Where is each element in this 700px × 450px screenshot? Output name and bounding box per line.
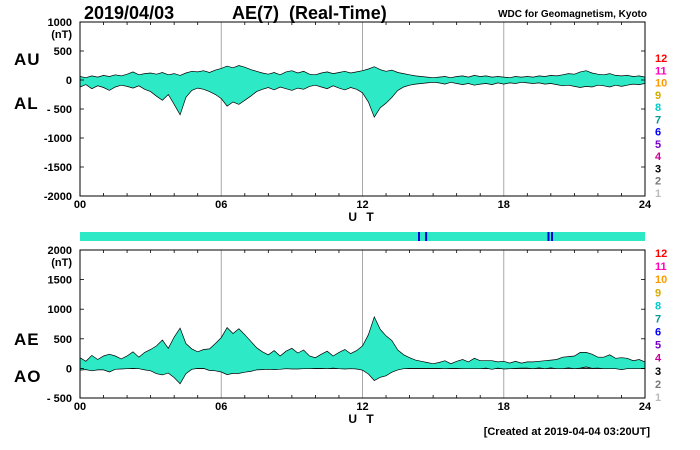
y-tick-label: -1000 — [44, 133, 72, 145]
y-tick-label: 500 — [54, 46, 72, 58]
ae-axis-label: AE — [14, 330, 40, 349]
availability-gap-mark — [551, 232, 553, 241]
trace-ao — [79, 366, 645, 385]
trace-ae — [79, 315, 646, 365]
created-timestamp: [Created at 2019-04-04 03:20UT] — [483, 426, 650, 438]
station-count-5: 5 — [655, 340, 661, 352]
y-tick-label: 1000 — [48, 304, 72, 316]
x-axis-label: U T — [348, 210, 376, 224]
station-count-2: 2 — [655, 379, 661, 391]
station-count-11: 11 — [655, 261, 667, 273]
station-count-9: 9 — [655, 90, 661, 102]
y-tick-label: 1000 — [48, 17, 72, 29]
y-axis-unit: (nT) — [51, 29, 72, 41]
wdc-credit: WDC for Geomagnetism, Kyoto — [498, 9, 647, 20]
trace-al — [79, 81, 646, 118]
ao-axis-label: AO — [14, 367, 42, 386]
station-count-7: 7 — [655, 313, 661, 325]
station-count-4: 4 — [655, 151, 662, 163]
x-tick-label: 24 — [639, 199, 652, 211]
x-tick-label: 06 — [215, 401, 227, 413]
y-tick-label: - 500 — [47, 104, 72, 116]
x-tick-label: 18 — [498, 401, 510, 413]
availability-bar — [80, 232, 645, 241]
station-count-4: 4 — [655, 353, 662, 365]
station-count-2: 2 — [655, 176, 661, 188]
y-tick-label: -1500 — [44, 162, 72, 174]
x-tick-label: 24 — [639, 401, 652, 413]
station-count-3: 3 — [655, 366, 661, 378]
station-count-11: 11 — [655, 65, 667, 77]
availability-gap-mark — [547, 232, 550, 241]
plot-frame — [79, 249, 646, 399]
x-tick-label: 00 — [74, 199, 86, 211]
y-tick-label: 0 — [66, 363, 72, 375]
au-axis-label: AU — [14, 50, 41, 69]
station-count-3: 3 — [655, 163, 661, 175]
station-count-7: 7 — [655, 114, 661, 126]
station-count-6: 6 — [655, 127, 661, 139]
availability-gap-mark — [418, 232, 420, 241]
station-count-6: 6 — [655, 327, 661, 339]
station-count-8: 8 — [655, 300, 661, 312]
availability-gap-mark — [425, 232, 428, 241]
y-tick-label: 1500 — [48, 275, 72, 287]
station-count-8: 8 — [655, 102, 661, 114]
y-axis-unit: (nT) — [51, 257, 72, 269]
y-tick-label: 0 — [66, 75, 72, 87]
station-count-5: 5 — [655, 139, 661, 151]
y-tick-label: 2000 — [48, 245, 72, 257]
station-count-9: 9 — [655, 287, 661, 299]
area-fill-au-al — [80, 65, 645, 118]
station-count-10: 10 — [655, 274, 667, 286]
x-tick-label: 18 — [498, 199, 510, 211]
x-axis-label: U T — [348, 412, 376, 426]
area-fill-ae-ao — [80, 316, 645, 384]
x-tick-label: 12 — [356, 199, 368, 211]
x-tick-label: 00 — [74, 401, 86, 413]
station-count-1: 1 — [655, 188, 661, 200]
y-tick-label: - 500 — [47, 393, 72, 405]
trace-au — [79, 65, 646, 79]
station-count-1: 1 — [655, 392, 661, 404]
plot-title: AE(7) (Real-Time) — [232, 3, 387, 23]
x-tick-label: 06 — [215, 199, 227, 211]
y-tick-label: -2000 — [44, 191, 72, 203]
station-count-12: 12 — [655, 53, 667, 65]
y-tick-label: 500 — [54, 334, 72, 346]
x-tick-label: 12 — [356, 401, 368, 413]
station-count-10: 10 — [655, 78, 667, 90]
al-axis-label: AL — [14, 94, 39, 113]
station-count-12: 12 — [655, 248, 667, 260]
plot-date: 2019/04/03 — [84, 3, 175, 23]
